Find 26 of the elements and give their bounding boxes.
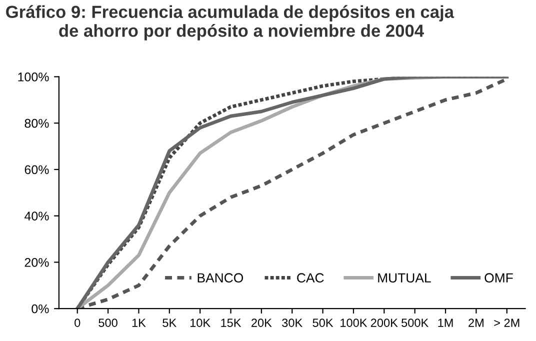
y-tick-label: 40% bbox=[24, 212, 49, 221]
x-tick-label: 0 bbox=[74, 318, 80, 327]
legend-label: OMF bbox=[484, 273, 513, 283]
y-tick-label: 20% bbox=[24, 258, 49, 267]
x-tick-label: 500 bbox=[98, 318, 118, 327]
legend-label: MUTUAL bbox=[378, 273, 431, 283]
x-tick-label: 20K bbox=[252, 318, 272, 327]
y-tick-label: 100% bbox=[18, 72, 49, 82]
x-tick-label: 1M bbox=[438, 318, 453, 327]
x-tick-label: 200K bbox=[370, 318, 398, 327]
y-tick-label: 60% bbox=[24, 165, 49, 174]
legend-label: BANCO bbox=[198, 273, 244, 283]
x-tick-label: > 2M bbox=[494, 318, 520, 327]
x-tick-label: 30K bbox=[282, 318, 302, 327]
legend-label: CAC bbox=[297, 273, 324, 283]
x-tick-label: 10K bbox=[190, 318, 210, 327]
y-tick-label: 0% bbox=[32, 304, 49, 314]
chart-title: Gráfico 9: Frecuencia acumulada de depósitos en caja de ahorro por depósito a noviembre de 2004 bbox=[6, 5, 454, 40]
x-tick-label: 5K bbox=[162, 318, 176, 327]
x-tick-label: 15K bbox=[221, 318, 242, 327]
x-tick-label: 2M bbox=[468, 318, 484, 327]
x-tick-label: 1K bbox=[132, 318, 146, 327]
x-tick-label: 500K bbox=[402, 318, 428, 327]
y-tick-label: 80% bbox=[24, 118, 49, 128]
x-tick-label: 50K bbox=[312, 318, 334, 327]
x-tick-label: 100K bbox=[340, 318, 368, 327]
